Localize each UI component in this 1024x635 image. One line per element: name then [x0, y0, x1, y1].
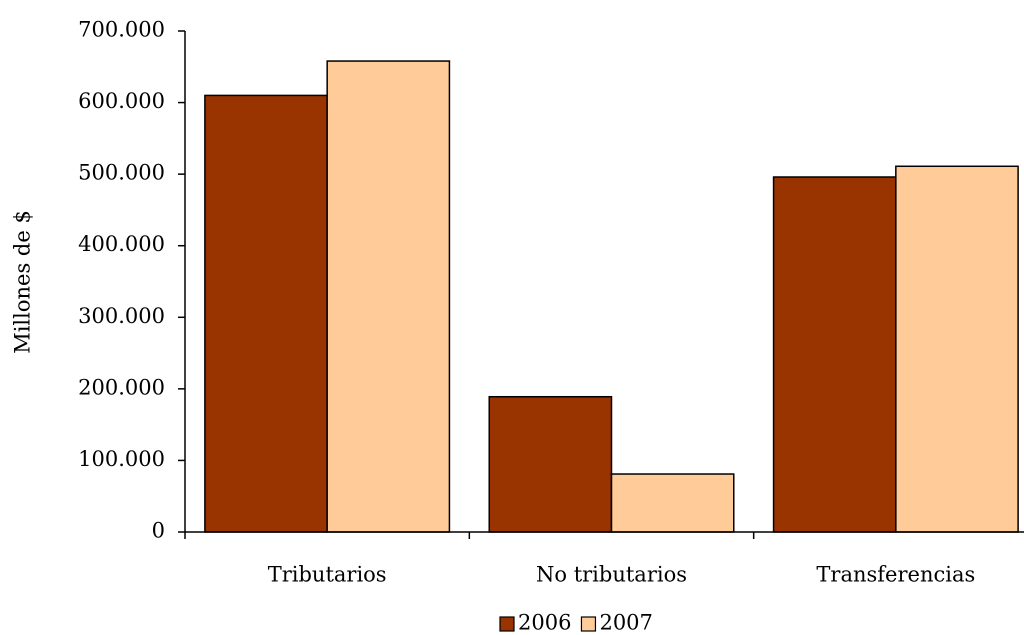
y-tick-label: 600.000 [78, 89, 165, 113]
legend-swatch [580, 616, 597, 632]
bar [895, 165, 1019, 533]
y-tick-label: 0 [152, 519, 165, 543]
legend-label: 2007 [599, 611, 652, 635]
y-tick-label: 700.000 [78, 18, 165, 42]
bar [488, 395, 613, 533]
legend-swatch [499, 616, 515, 632]
y-tick-label: 500.000 [78, 161, 165, 185]
bar [772, 176, 897, 533]
x-tick-label: No tributarios [536, 563, 687, 587]
bar [326, 60, 451, 533]
y-axis-label: Millones de $ [11, 210, 35, 354]
y-tick-label: 100.000 [78, 447, 165, 471]
y-tick-label: 400.000 [78, 232, 165, 256]
y-tick-label: 200.000 [78, 375, 165, 399]
x-tick-label: Transferencias [816, 563, 975, 587]
y-tick-label: 300.000 [78, 304, 165, 328]
bar [204, 94, 328, 533]
legend-label: 2006 [518, 611, 571, 635]
x-tick-label: Tributarios [268, 563, 387, 587]
bar [610, 473, 735, 533]
